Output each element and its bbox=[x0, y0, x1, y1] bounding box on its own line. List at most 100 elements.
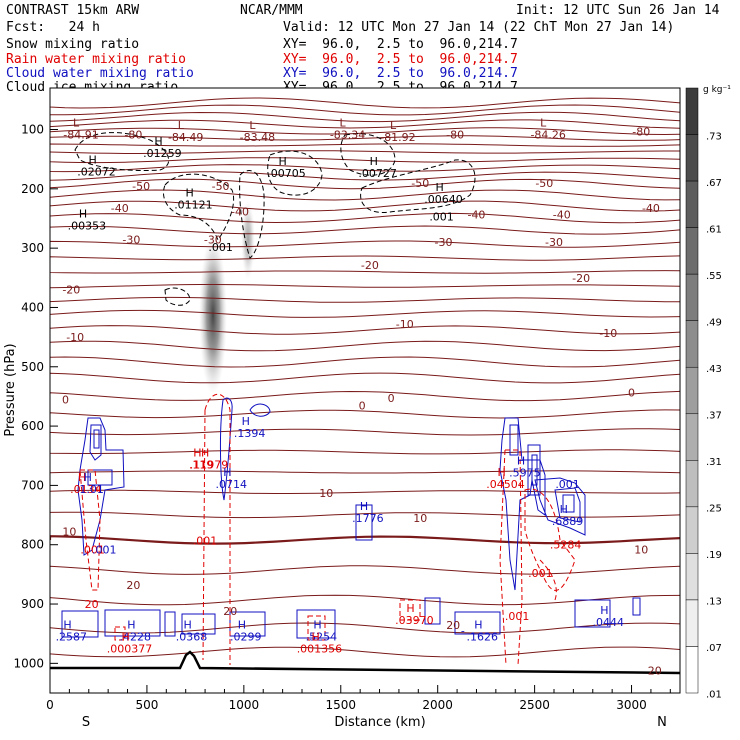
rain-value-label: .5284 bbox=[550, 539, 582, 552]
rain-value-label: .0134 bbox=[70, 483, 102, 496]
isotherm-line bbox=[50, 489, 680, 494]
south-label: S bbox=[82, 715, 90, 730]
isotherm-line bbox=[50, 296, 680, 303]
cloud-water-value-label: .2587 bbox=[56, 631, 88, 644]
x-tick-label: 500 bbox=[135, 698, 158, 712]
cloud-water-value-label: .001 bbox=[92, 543, 117, 556]
isotherm-line bbox=[50, 646, 680, 658]
cloud-water-value-label: .1394 bbox=[234, 427, 266, 440]
high-marker: H bbox=[370, 155, 378, 168]
high-marker: H bbox=[436, 181, 444, 194]
high-marker: H bbox=[560, 503, 568, 516]
isotherm-label: -30 bbox=[122, 233, 140, 246]
y-tick-label: 300 bbox=[21, 241, 44, 255]
terrain-fill bbox=[50, 652, 680, 693]
temperature-value-label: -84.49 bbox=[168, 131, 203, 144]
cloud-ice-contours bbox=[74, 132, 476, 306]
isotherm-label: 10 bbox=[634, 543, 648, 556]
isotherm-label: -50 bbox=[535, 177, 553, 190]
high-marker: H bbox=[184, 619, 192, 632]
y-tick-label: 800 bbox=[21, 538, 44, 552]
cloud-water-value-label: .5975 bbox=[509, 466, 541, 479]
isotherm-line bbox=[50, 135, 680, 141]
rain-value-label: .001 bbox=[193, 535, 218, 548]
low-marker: L bbox=[540, 116, 547, 129]
ice-value-label: .02072 bbox=[77, 166, 116, 179]
low-marker: L bbox=[249, 119, 256, 132]
isotherm-label: -30 bbox=[435, 236, 453, 249]
cloud-water-value-label: 1.01 bbox=[79, 483, 104, 496]
isotherm-label: 0 bbox=[388, 392, 395, 405]
isotherm-line bbox=[50, 240, 680, 248]
isotherm-label: -20 bbox=[361, 259, 379, 272]
high-marker: H bbox=[193, 447, 201, 460]
high-marker: H bbox=[127, 619, 135, 632]
ice-value-label: .00727 bbox=[358, 167, 397, 180]
colorbar-label: .07 bbox=[706, 643, 722, 654]
y-tick-label: 700 bbox=[21, 478, 44, 492]
isotherm-label: 20 bbox=[648, 664, 662, 677]
isotherm-label: -40 bbox=[111, 202, 129, 215]
isotherm-line bbox=[50, 390, 680, 402]
temperature-value-label: -81.92 bbox=[380, 131, 415, 144]
rain-value-label: .001 bbox=[528, 567, 553, 580]
y-tick-label: 200 bbox=[21, 182, 44, 196]
high-marker: H bbox=[517, 454, 525, 467]
high-marker: H bbox=[84, 471, 92, 484]
high-marker: H bbox=[79, 208, 87, 221]
colorbar-label: .19 bbox=[706, 550, 722, 561]
high-marker: H bbox=[223, 466, 231, 479]
colorbar-segment bbox=[685, 180, 699, 228]
colorbar-label: .13 bbox=[706, 597, 722, 608]
organization-label: NCAR/MMM bbox=[240, 3, 303, 18]
colorbar-segment bbox=[685, 320, 699, 368]
cloud-water-value-label: .0299 bbox=[230, 631, 262, 644]
high-marker: H bbox=[406, 602, 414, 615]
colorbar-label: .37 bbox=[706, 411, 722, 422]
high-marker: H bbox=[600, 604, 608, 617]
temperature-value-label: -83.48 bbox=[240, 131, 275, 144]
isotherm-line bbox=[50, 97, 680, 109]
isotherm-label: 0 bbox=[628, 386, 635, 399]
isotherm-label: -80 bbox=[124, 128, 142, 141]
isotherm-line bbox=[50, 340, 680, 352]
isotherm-label: 10 bbox=[319, 487, 333, 500]
colorbar-segment bbox=[685, 366, 699, 415]
x-tick-label: 3000 bbox=[616, 698, 647, 712]
high-marker: H bbox=[278, 155, 286, 168]
plot-area: -80-80 -80-50-50 -50 -50-40 -40 -40 -40-40-30-… bbox=[50, 97, 680, 693]
colorbar-label: .67 bbox=[706, 178, 722, 189]
colorbar-segment bbox=[685, 413, 699, 461]
temperature-isotherms bbox=[50, 97, 680, 658]
ice-value-label: .00353 bbox=[68, 220, 107, 233]
isotherm-zero-line bbox=[50, 535, 680, 545]
y-tick-label: 100 bbox=[21, 123, 44, 137]
isotherm-label: -10 bbox=[396, 318, 414, 331]
colorbar-segment bbox=[685, 506, 699, 554]
colorbar-label: .61 bbox=[706, 224, 722, 235]
isotherm-label: -30 bbox=[545, 236, 563, 249]
x-axis-title: Distance (km) bbox=[334, 715, 425, 730]
isotherm-line bbox=[50, 178, 680, 190]
colorbar-label: .73 bbox=[706, 131, 722, 142]
isotherm-label: -80 bbox=[632, 125, 650, 138]
isotherm-label: -50 bbox=[132, 180, 150, 193]
colorbar-unit: g kg⁻¹ bbox=[703, 85, 731, 95]
x-tick-label: 0 bbox=[46, 698, 54, 712]
colorbar-label: .55 bbox=[706, 271, 722, 282]
isotherm-label: -10 bbox=[66, 331, 84, 344]
valid-time: Valid: 12 UTC Mon 27 Jan 14 (22 ChT Mon … bbox=[283, 20, 675, 35]
high-marker: H bbox=[474, 619, 482, 632]
rain-value-label: .119 bbox=[189, 459, 214, 472]
high-marker: H bbox=[185, 186, 193, 199]
rain-value-label: .03970 bbox=[395, 614, 434, 627]
high-marker: H bbox=[89, 154, 97, 167]
colorbar: .73 .67 .61 .55 .49 .43 .37 .31 .25 .19 .13 .07 .01 g… bbox=[685, 85, 731, 701]
high-marker: H bbox=[201, 447, 209, 460]
rain-value-label: .04504 bbox=[486, 478, 525, 491]
isotherm-label: -40 bbox=[231, 205, 249, 218]
colorbar-label: .25 bbox=[706, 504, 722, 515]
colorbar-label: .49 bbox=[706, 317, 722, 328]
ice-value-label: .00705 bbox=[267, 167, 306, 180]
high-marker: H bbox=[78, 471, 86, 484]
